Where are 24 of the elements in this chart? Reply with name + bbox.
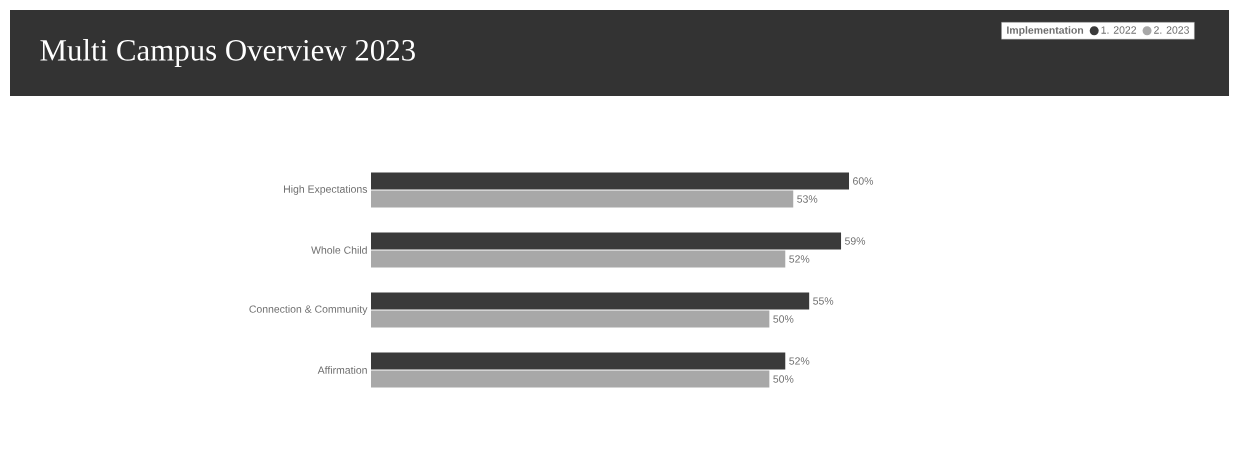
bar <box>371 190 794 208</box>
bar <box>371 310 770 328</box>
y-tick-label: Connection & Community <box>249 305 368 315</box>
bar <box>371 172 850 190</box>
data-label: 55% <box>813 297 834 305</box>
legend-label: 1. 2022 <box>1101 26 1137 34</box>
bar <box>371 352 786 370</box>
bar <box>371 232 842 250</box>
bar <box>371 370 770 388</box>
y-tick-label: Whole Child <box>311 246 367 254</box>
chart-title: Multi Campus Overview 2023 <box>40 38 415 67</box>
bar <box>371 292 810 310</box>
data-label: 60% <box>853 177 874 185</box>
data-label: 52% <box>789 255 810 263</box>
legend-label: 2. 2023 <box>1154 26 1189 34</box>
bar <box>371 250 786 268</box>
data-label: 59% <box>844 237 866 245</box>
data-label: 53% <box>797 195 818 203</box>
y-tick-label: High Expectations <box>284 185 368 195</box>
data-label: 50% <box>773 375 794 383</box>
y-tick-label: Affirmation <box>317 366 367 374</box>
legend-title: Implementation <box>1007 26 1084 36</box>
data-label: 50% <box>773 315 794 323</box>
data-label: 52% <box>789 357 810 365</box>
